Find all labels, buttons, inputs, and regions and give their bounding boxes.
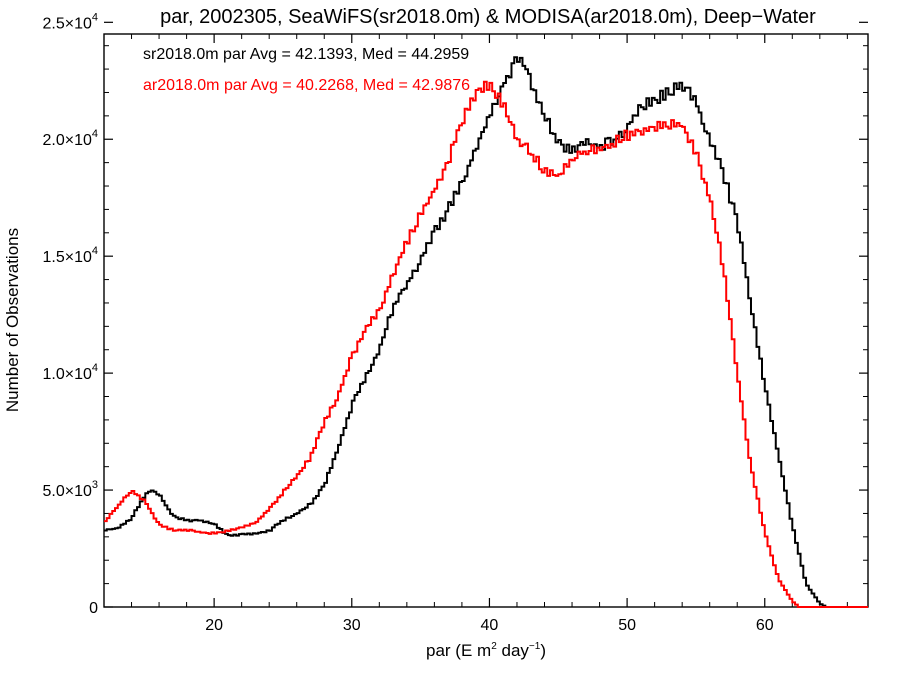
x-tick-label: 60 (756, 617, 774, 634)
y-tick-label: 2.0×104 (42, 128, 98, 149)
y-tick-label: 0 (89, 600, 98, 617)
plot-frame (103, 33, 869, 608)
x-axis-ticks: 20 30 40 50 60 (131, 34, 848, 634)
x-tick-label: 20 (205, 617, 223, 634)
y-tick-mantissa: 1.5×10 (42, 249, 91, 266)
y-tick-label: 1.0×104 (42, 362, 98, 383)
x-tick-label: 50 (618, 617, 636, 634)
series-line-1 (104, 56, 868, 608)
x-axis-label: par (E m2 day−1) (426, 641, 546, 660)
y-tick-label: 5.0×103 (42, 479, 98, 500)
series-line-2 (104, 80, 868, 608)
x-label-mid: day (497, 641, 530, 660)
annotation-series-2: ar2018.0m par Avg = 40.2268, Med = 42.98… (143, 77, 470, 94)
chart-title: par, 2002305, SeaWiFS(sr2018.0m) & MODIS… (160, 6, 816, 28)
y-tick-mantissa: 2.5×10 (42, 15, 91, 32)
y-tick-label: 2.5×104 (42, 11, 98, 32)
y-tick-mantissa: 2.0×10 (42, 132, 91, 149)
y-tick-mantissa: 1.0×10 (42, 366, 91, 383)
y-tick-exponent: 3 (92, 479, 98, 491)
y-tick-exponent: 4 (92, 245, 98, 257)
x-tick-label: 30 (343, 617, 361, 634)
x-tick-label: 40 (481, 617, 499, 634)
x-label-sup-1: 2 (491, 641, 497, 652)
x-label-prefix: par (E m (426, 641, 491, 660)
y-tick-exponent: 4 (92, 11, 98, 23)
series-layer (104, 56, 868, 608)
x-label-sup-2: −1 (529, 641, 541, 652)
y-axis-label: Number of Observations (3, 228, 22, 412)
x-label-suffix: ) (540, 641, 546, 660)
y-tick-exponent: 4 (92, 128, 98, 140)
y-tick-mantissa: 0 (89, 600, 98, 617)
y-tick-exponent: 4 (92, 362, 98, 374)
annotation-series-1: sr2018.0m par Avg = 42.1393, Med = 44.29… (143, 46, 469, 63)
y-tick-label: 1.5×104 (42, 245, 98, 266)
y-tick-mantissa: 5.0×10 (42, 483, 91, 500)
